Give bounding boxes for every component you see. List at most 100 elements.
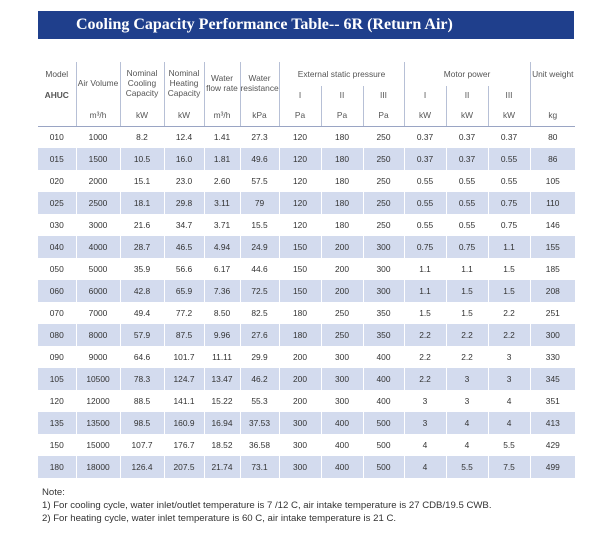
table-cell: 500 — [363, 434, 405, 456]
header-esp: External static pressure — [279, 62, 405, 86]
table-cell: 15.5 — [240, 214, 280, 236]
table-title: Cooling Capacity Performance Table-- 6R … — [38, 11, 574, 39]
table-cell: 350 — [363, 302, 405, 324]
header-motor-level: III — [488, 86, 531, 104]
table-cell: 4.94 — [204, 236, 241, 258]
table-cell: 98.5 — [120, 412, 165, 434]
table-cell: 300 — [321, 390, 364, 412]
table-cell: 400 — [321, 434, 364, 456]
table-cell: 16.94 — [204, 412, 241, 434]
table-cell: 300 — [530, 324, 576, 346]
table-cell: 3.11 — [204, 192, 241, 214]
table-cell: 13500 — [76, 412, 121, 434]
table-cell: 351 — [530, 390, 576, 412]
table-cell: 3 — [488, 368, 531, 390]
table-cell: 28.7 — [120, 236, 165, 258]
table-cell: 200 — [279, 346, 322, 368]
table-cell: 80 — [530, 126, 576, 148]
table-cell: 185 — [530, 258, 576, 280]
table-cell: 1.1 — [446, 258, 489, 280]
table-cell: 250 — [363, 192, 405, 214]
table-cell: 040 — [38, 236, 77, 258]
table-cell: 86 — [530, 148, 576, 170]
table-cell: 6000 — [76, 280, 121, 302]
table-cell: 7000 — [76, 302, 121, 324]
table-cell: 413 — [530, 412, 576, 434]
table-cell: 79 — [240, 192, 280, 214]
table-cell: 300 — [363, 258, 405, 280]
table-cell: 1.41 — [204, 126, 241, 148]
table-cell: 10.5 — [120, 148, 165, 170]
table-cell: 8000 — [76, 324, 121, 346]
table-cell: 0.55 — [404, 170, 447, 192]
table-cell: 180 — [321, 214, 364, 236]
table-cell: 0.75 — [446, 236, 489, 258]
table-cell: 2.2 — [446, 324, 489, 346]
table-cell: 090 — [38, 346, 77, 368]
table-row: 015 1500 10.5 16.0 1.81 49.6 120 180 250 0.37 0.37… — [38, 148, 576, 170]
table-cell: 35.9 — [120, 258, 165, 280]
table-row: 120 12000 88.5 141.1 15.22 55.3 200 300 400 3 3 4 35… — [38, 390, 576, 412]
header-model: Model — [38, 62, 77, 86]
table-cell: 120 — [279, 214, 322, 236]
table-cell: 65.9 — [164, 280, 205, 302]
header-esp-level: I — [279, 86, 322, 104]
table-cell: 250 — [363, 126, 405, 148]
table-cell: 23.0 — [164, 170, 205, 192]
header-esp-level: II — [321, 86, 364, 104]
table-cell: 3 — [446, 390, 489, 412]
table-cell: 0.75 — [488, 192, 531, 214]
table-cell: 2.60 — [204, 170, 241, 192]
table-cell: 4000 — [76, 236, 121, 258]
table-cell: 82.5 — [240, 302, 280, 324]
header-unit-blank — [38, 104, 77, 127]
table-cell: 0.75 — [488, 214, 531, 236]
table-cell: 1.1 — [404, 280, 447, 302]
table-cell: 0.37 — [446, 126, 489, 148]
table-cell: 15.22 — [204, 390, 241, 412]
table-cell: 1.5 — [488, 258, 531, 280]
table-cell: 300 — [321, 346, 364, 368]
table-cell: 200 — [321, 236, 364, 258]
header-motor-power: Motor power — [404, 62, 531, 86]
table-cell: 0.37 — [404, 148, 447, 170]
table-cell: 2.2 — [488, 324, 531, 346]
table-cell: 251 — [530, 302, 576, 324]
table-cell: 57.9 — [120, 324, 165, 346]
table-cell: 3000 — [76, 214, 121, 236]
note-item: 2) For heating cycle, water inlet temper… — [42, 513, 397, 524]
table-cell: 12000 — [76, 390, 121, 412]
table-cell: 2.2 — [404, 324, 447, 346]
table-cell: 57.5 — [240, 170, 280, 192]
unit-heating: kW — [164, 104, 205, 127]
table-cell: 030 — [38, 214, 77, 236]
table-cell: 400 — [363, 368, 405, 390]
notes: Note: 1) For cooling cycle, water inlet/… — [42, 486, 492, 525]
unit-water-flow: m³/h — [204, 104, 241, 127]
table-cell: 105 — [530, 170, 576, 192]
table-cell: 7.36 — [204, 280, 241, 302]
table-cell: 250 — [363, 170, 405, 192]
table-cell: 107.7 — [120, 434, 165, 456]
table-cell: 2000 — [76, 170, 121, 192]
unit-motor: kW — [488, 104, 531, 127]
table-cell: 4 — [446, 412, 489, 434]
table-cell: 200 — [321, 280, 364, 302]
table-cell: 2.2 — [404, 368, 447, 390]
table-cell: 4 — [446, 434, 489, 456]
table-cell: 2.2 — [488, 302, 531, 324]
header-air-volume: Air Volume — [76, 62, 121, 104]
table-cell: 0.55 — [446, 214, 489, 236]
table-row: 040 4000 28.7 46.5 4.94 24.9 150 200 300 0.75 0.75… — [38, 236, 576, 258]
table-cell: 250 — [363, 148, 405, 170]
table-cell: 0.55 — [404, 192, 447, 214]
table-cell: 200 — [279, 390, 322, 412]
table-cell: 9000 — [76, 346, 121, 368]
table-cell: 29.8 — [164, 192, 205, 214]
table-cell: 21.6 — [120, 214, 165, 236]
table-cell: 0.55 — [446, 192, 489, 214]
table-cell: 5.5 — [446, 456, 489, 478]
table-row: 070 7000 49.4 77.2 8.50 82.5 180 250 350 1.5 1.5 2.… — [38, 302, 576, 324]
unit-motor: kW — [404, 104, 447, 127]
table-cell: 300 — [279, 456, 322, 478]
